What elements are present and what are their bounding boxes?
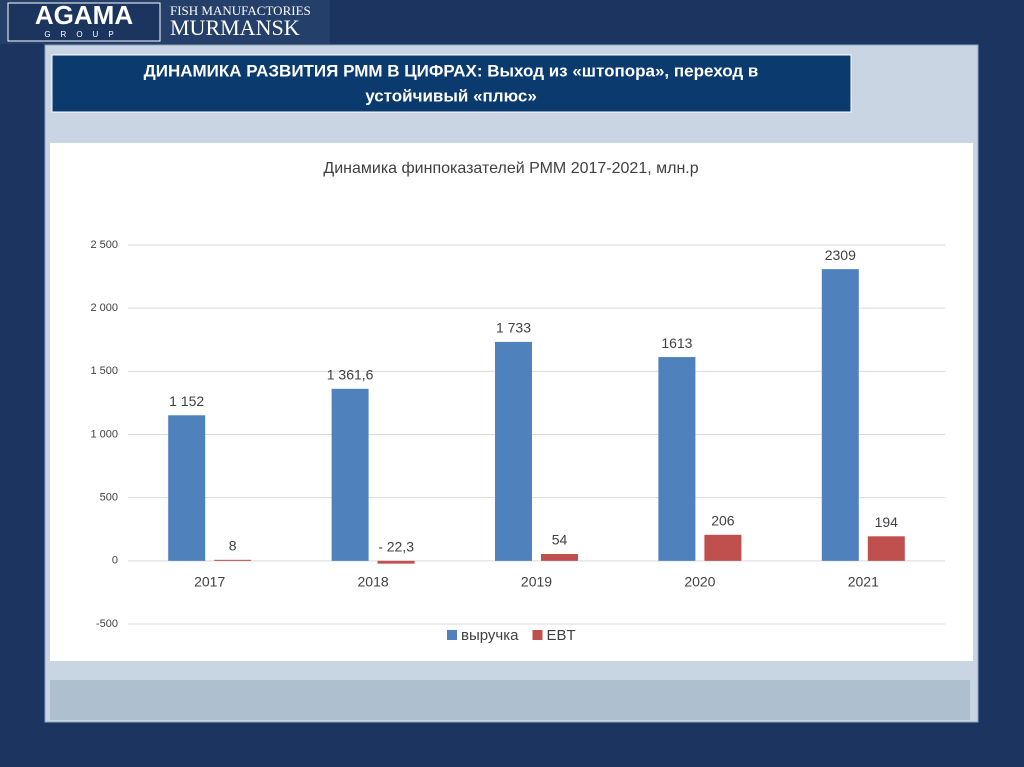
chart-title: Динамика финпоказателей РММ 2017-2021, м… [323,160,698,177]
value-label: 1 361,6 [327,367,374,383]
x-tick-label: 2017 [194,574,225,590]
slide-title: устойчивый «плюс» [365,86,537,105]
logo-sub: GROUP [44,30,123,39]
y-tick-label: 1 500 [90,365,118,377]
x-tick-label: 2019 [521,574,552,590]
x-tick-label: 2018 [358,574,389,590]
y-tick-label: 1 000 [90,428,118,440]
bar [214,559,252,561]
bar [821,269,859,561]
company-line: FISH MANUFACTORIES [170,3,311,18]
title-box [51,54,852,113]
value-label: 54 [552,532,568,548]
photo-strip [50,680,970,720]
x-tick-label: 2020 [684,574,715,590]
value-label: - 22,3 [378,539,414,555]
legend-label: EBT [546,627,575,644]
legend-label: выручка [461,627,519,644]
bar [331,388,369,561]
y-tick-label: -500 [96,618,118,630]
value-label: 1 152 [169,393,204,409]
value-label: 2309 [825,247,856,263]
y-tick-label: 2 500 [90,239,118,251]
bar [377,560,415,564]
legend-swatch [532,630,543,640]
bar [495,341,532,561]
value-label: 206 [711,513,735,529]
y-tick-label: 500 [100,492,118,504]
value-label: 1613 [661,335,692,351]
bar [168,415,206,561]
logo: AGAMA [35,0,133,30]
y-tick-label: 0 [112,555,118,567]
value-label: 8 [229,538,237,554]
slide-title: ДИНАМИКА РАЗВИТИЯ РММ В ЦИФРАХ: Выход из… [144,61,759,80]
y-tick-label: 2 000 [90,302,118,314]
value-label: 1 733 [496,320,531,336]
x-tick-label: 2021 [848,574,879,590]
logo-box [7,2,161,42]
value-label: 194 [875,514,899,530]
company-line: MURMANSK [170,15,300,40]
bar [704,534,742,561]
bar [541,554,578,561]
bar [867,536,905,561]
legend-swatch [447,630,457,640]
bar [658,357,696,561]
